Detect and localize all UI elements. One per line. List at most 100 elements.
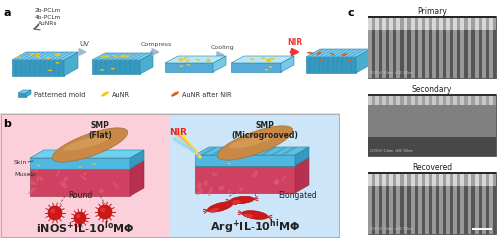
Bar [372,174,375,234]
Ellipse shape [56,62,60,64]
Bar [396,174,400,234]
Bar [474,19,478,30]
Circle shape [100,208,105,212]
Ellipse shape [274,180,278,185]
Bar [464,96,468,105]
Bar [446,174,450,234]
Ellipse shape [123,55,128,58]
Text: NIR: NIR [288,38,302,47]
Polygon shape [270,147,288,155]
Ellipse shape [171,91,179,97]
Bar [457,174,460,186]
Polygon shape [96,60,97,74]
Ellipse shape [46,57,51,59]
Polygon shape [220,147,238,155]
Bar [418,19,422,78]
Bar [368,174,372,186]
Bar [375,19,379,30]
Bar [443,19,446,78]
Bar [414,96,418,105]
Ellipse shape [186,59,190,62]
Bar [368,16,496,19]
Polygon shape [134,60,136,74]
Bar [393,19,396,78]
Bar [386,19,390,30]
Ellipse shape [40,177,44,181]
Ellipse shape [209,208,219,213]
Ellipse shape [282,175,286,181]
Text: SMP
(Flat): SMP (Flat) [88,121,112,140]
Bar [486,174,489,186]
Polygon shape [18,93,26,97]
Bar [429,96,432,105]
Text: Elongated: Elongated [278,191,317,200]
Ellipse shape [196,188,203,195]
Bar [379,19,382,30]
Ellipse shape [250,58,254,61]
Polygon shape [30,60,31,76]
Bar [474,174,478,186]
Text: AuNR: AuNR [112,92,130,98]
Polygon shape [18,90,31,93]
Polygon shape [58,60,59,76]
Bar [368,19,372,30]
Ellipse shape [184,56,188,60]
Polygon shape [341,49,356,57]
Bar [450,174,454,186]
Bar [382,19,386,78]
Ellipse shape [113,55,117,58]
Bar [422,174,425,186]
Bar [404,96,407,105]
Polygon shape [195,155,295,166]
Polygon shape [318,57,320,73]
Polygon shape [48,60,50,76]
Bar [446,174,450,186]
Bar [375,174,379,186]
Circle shape [76,214,80,218]
Circle shape [50,208,56,213]
Bar [436,174,439,186]
Polygon shape [195,147,309,155]
Bar [436,19,439,78]
Bar [472,96,474,105]
Bar [0,113,170,238]
Bar [375,96,379,105]
Bar [393,19,396,30]
Ellipse shape [252,170,258,178]
Bar [464,19,468,78]
Polygon shape [165,63,213,72]
Ellipse shape [101,55,106,57]
Ellipse shape [208,187,212,196]
Polygon shape [213,56,226,72]
Text: NIR: NIR [169,128,187,137]
Text: Round: Round [68,191,92,200]
Polygon shape [200,147,218,155]
Ellipse shape [204,180,208,186]
Text: 2b-PCLm
4b-PCLm
AuNRs: 2b-PCLm 4b-PCLm AuNRs [35,8,61,26]
Polygon shape [314,57,316,73]
Bar [454,19,457,30]
Bar [414,174,418,186]
Ellipse shape [243,213,254,218]
Polygon shape [350,49,366,57]
Polygon shape [58,52,74,60]
Polygon shape [346,57,347,73]
Bar [368,94,496,96]
Polygon shape [44,52,60,60]
Text: b: b [3,119,11,129]
Ellipse shape [56,169,61,177]
Ellipse shape [63,177,68,182]
Bar [472,174,474,234]
Polygon shape [336,49,352,57]
Bar [446,19,450,30]
Bar [400,19,404,78]
Bar [446,96,450,105]
Polygon shape [92,60,140,74]
Polygon shape [341,57,342,73]
Polygon shape [306,49,370,57]
Ellipse shape [267,59,272,63]
Text: a: a [3,8,10,18]
Polygon shape [230,147,248,155]
Polygon shape [210,147,228,155]
Polygon shape [16,52,31,60]
